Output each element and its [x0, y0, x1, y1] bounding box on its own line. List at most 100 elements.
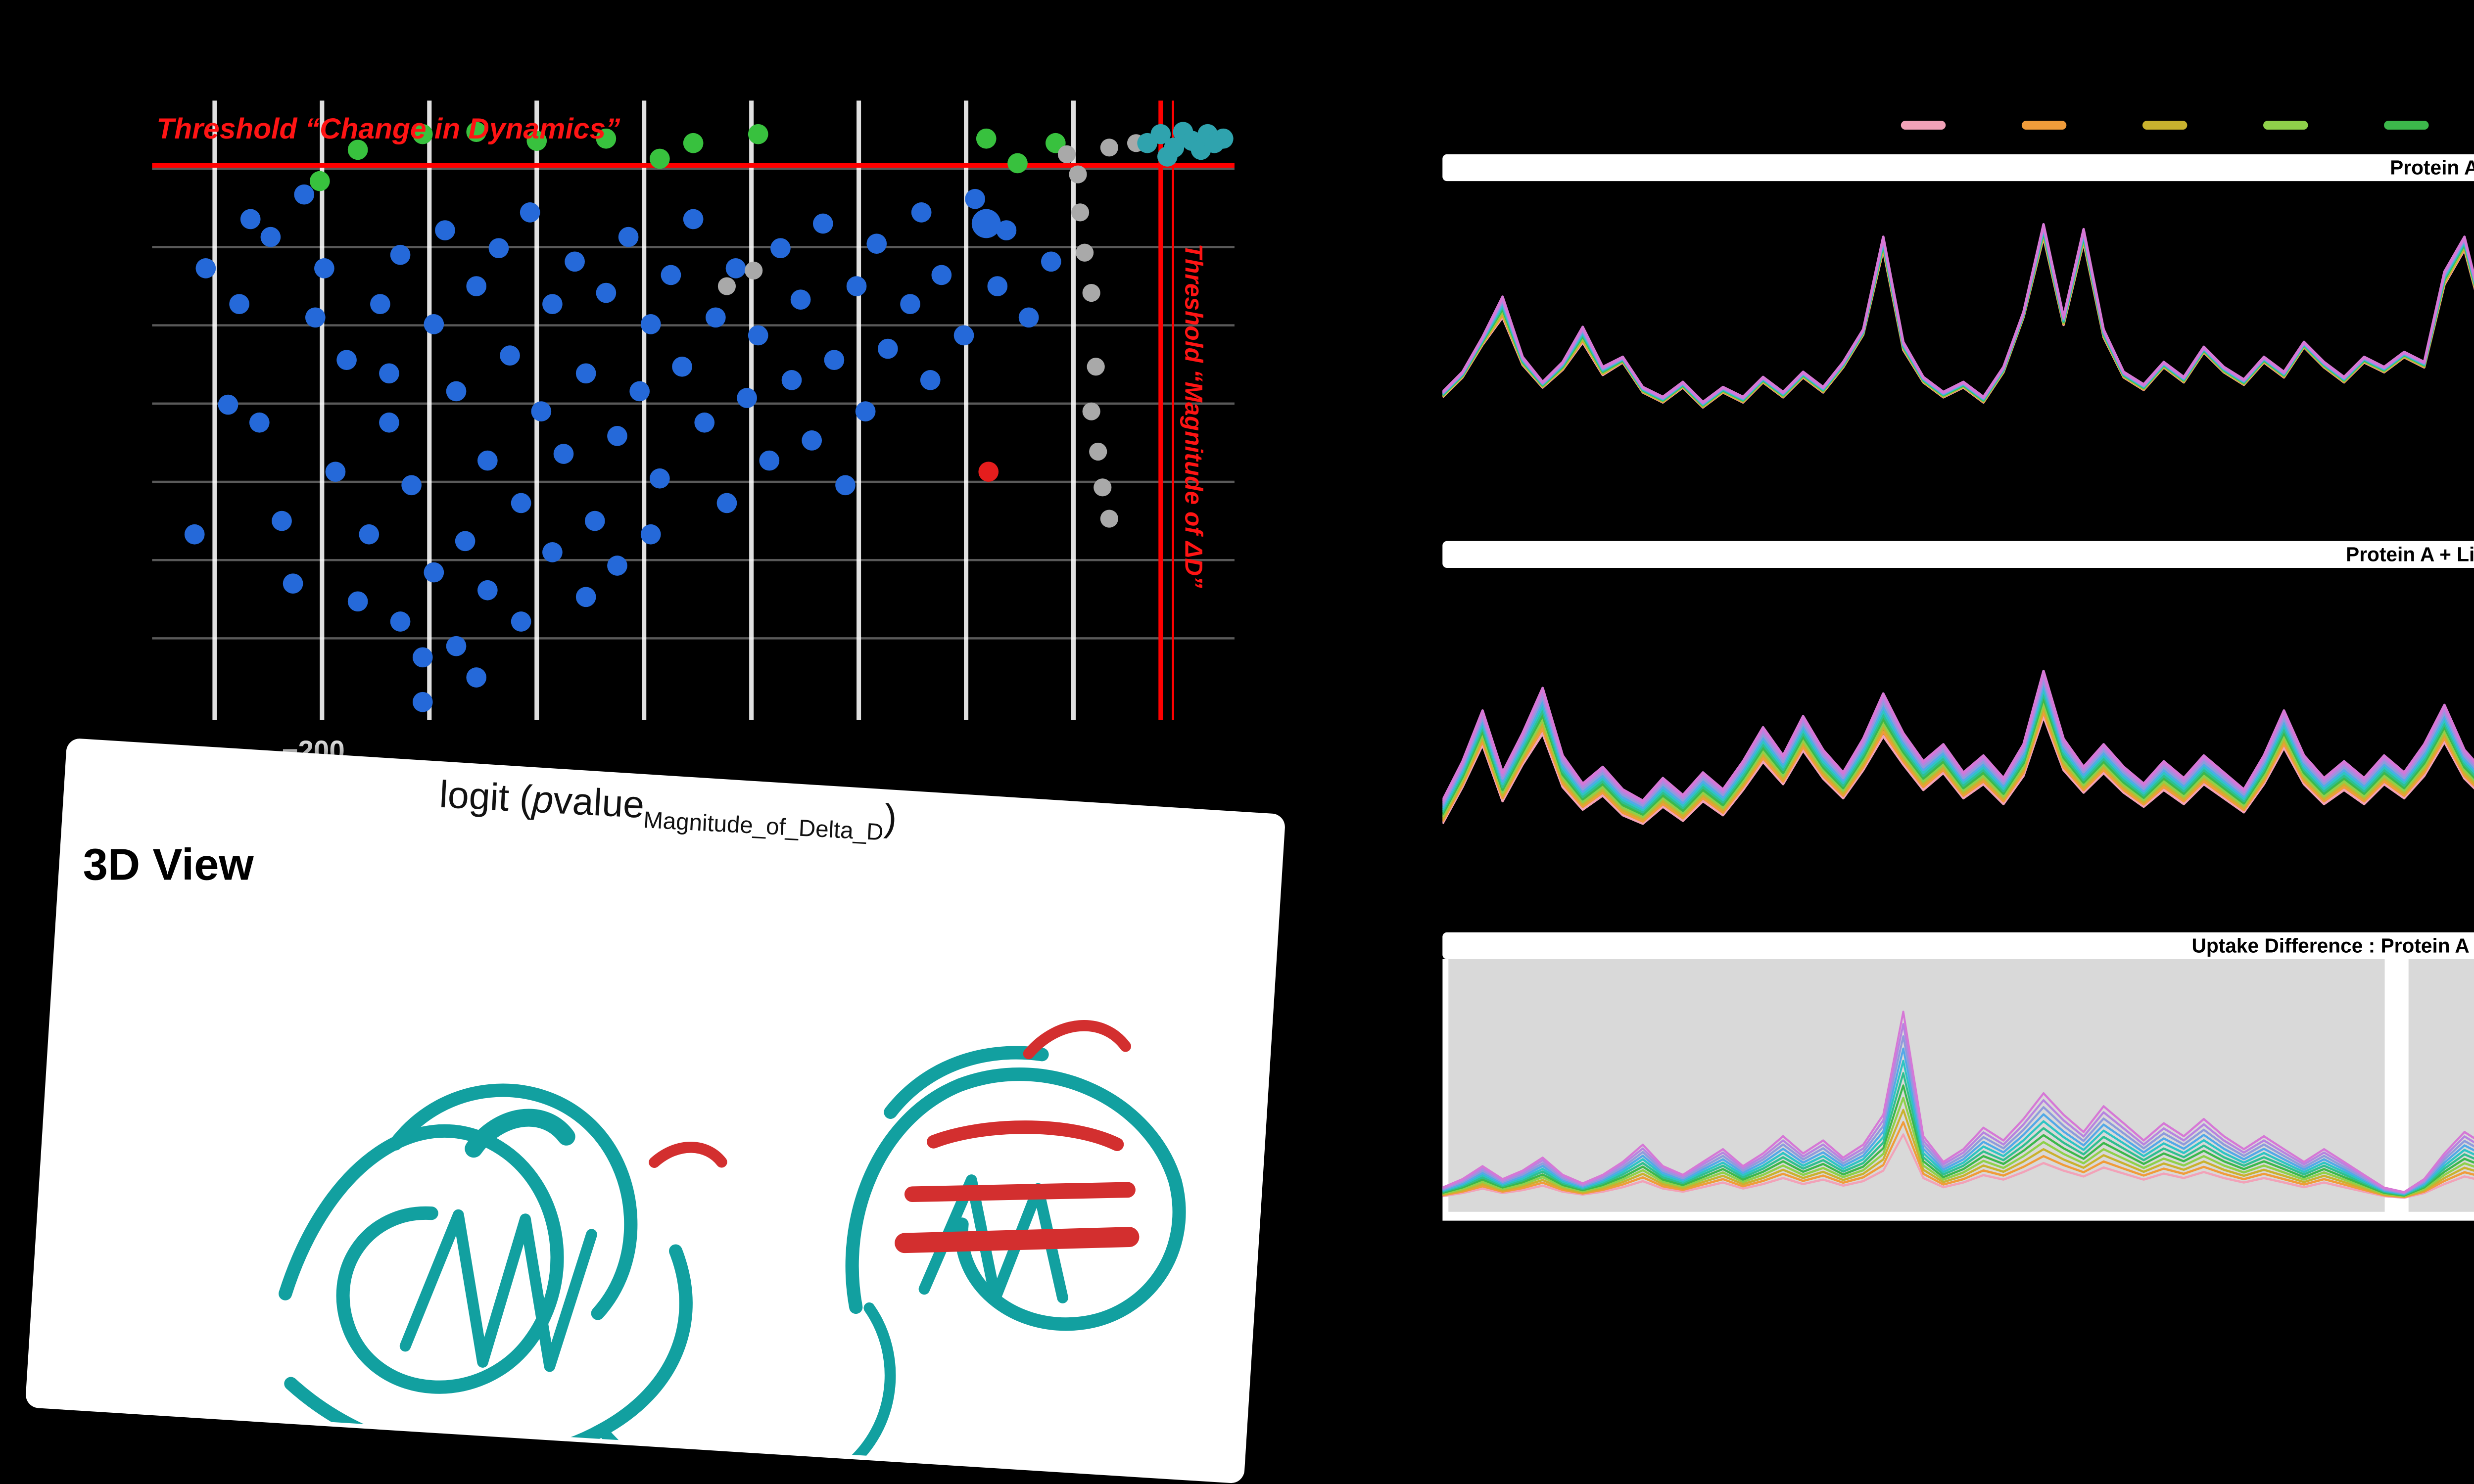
- scatter-point-not-significant[interactable]: [488, 239, 509, 260]
- legend-swatch-5[interactable]: [2384, 121, 2429, 130]
- scatter-point-not-significant[interactable]: [715, 493, 736, 513]
- scatter-point-not-significant[interactable]: [272, 511, 292, 532]
- scatter-point-not-significant[interactable]: [932, 264, 952, 284]
- scatter-point-change-in-dynamics[interactable]: [975, 128, 996, 148]
- scatter-point-change-in-dynamics[interactable]: [526, 131, 547, 151]
- scatter-point-not-significant[interactable]: [293, 183, 314, 204]
- uptake-difference-chart[interactable]: [1442, 959, 2474, 1221]
- protein-ribbon[interactable]: [65, 856, 1238, 1477]
- scatter-point-not-significant[interactable]: [229, 295, 249, 315]
- scatter-point-not-significant[interactable]: [380, 413, 400, 433]
- scatter-point-not-significant[interactable]: [640, 313, 660, 334]
- scatter-point-not-significant[interactable]: [239, 208, 260, 229]
- scatter-point-not-significant[interactable]: [412, 691, 433, 712]
- legend-swatch-1[interactable]: [1901, 121, 1946, 130]
- legend-swatch-4[interactable]: [2263, 121, 2308, 130]
- scatter-point-magnitude-only[interactable]: [716, 277, 735, 296]
- scatter-point-not-significant[interactable]: [423, 313, 444, 334]
- scatter-point-not-significant[interactable]: [542, 542, 563, 563]
- scatter-point-not-significant[interactable]: [391, 610, 411, 631]
- scatter-point-not-significant[interactable]: [607, 555, 628, 575]
- scatter-point-significant-cluster[interactable]: [1157, 146, 1178, 167]
- scatter-point-not-significant[interactable]: [542, 295, 563, 315]
- scatter-point-not-significant[interactable]: [1040, 251, 1061, 272]
- scatter-point-not-significant[interactable]: [585, 511, 606, 532]
- scatter-point-not-significant[interactable]: [748, 325, 768, 346]
- scatter-point-not-significant[interactable]: [791, 288, 812, 309]
- scatter-point-not-significant[interactable]: [835, 474, 855, 495]
- scatter-point-not-significant[interactable]: [618, 227, 639, 247]
- scatter-point-not-significant[interactable]: [391, 245, 411, 266]
- scatter-point-not-significant[interactable]: [304, 307, 325, 327]
- scatter-point-not-significant[interactable]: [347, 592, 368, 612]
- scatter-point-highlighted[interactable]: [978, 462, 999, 482]
- scatter-point-significant-cluster[interactable]: [1213, 128, 1234, 148]
- scatter-point-not-significant[interactable]: [499, 344, 520, 365]
- scatter-point-not-significant[interactable]: [780, 369, 801, 390]
- scatter-point-magnitude-only[interactable]: [1101, 138, 1119, 156]
- scatter-point-change-in-dynamics[interactable]: [347, 140, 368, 160]
- scatter-point-magnitude-only[interactable]: [1083, 283, 1101, 302]
- uptake-chart-protein-a-ligand[interactable]: [1442, 572, 2474, 912]
- scatter-point-not-significant[interactable]: [477, 450, 498, 470]
- scatter-point-not-significant-large[interactable]: [971, 210, 1000, 239]
- scatter-point-not-significant[interactable]: [326, 462, 346, 482]
- scatter-point-not-significant[interactable]: [261, 227, 282, 247]
- scatter-point-not-significant[interactable]: [380, 363, 400, 383]
- scatter-point-magnitude-only[interactable]: [1094, 478, 1113, 497]
- scatter-point-not-significant[interactable]: [445, 635, 466, 656]
- structure-3d-panel[interactable]: 3D View: [25, 738, 1286, 1484]
- scatter-point-not-significant[interactable]: [467, 666, 487, 687]
- scatter-point-change-in-dynamics[interactable]: [748, 124, 768, 145]
- scatter-point-not-significant[interactable]: [456, 530, 476, 551]
- scatter-point-not-significant[interactable]: [986, 276, 1006, 297]
- legend-swatch-2[interactable]: [2021, 121, 2067, 130]
- scatter-point-magnitude-only[interactable]: [1083, 401, 1101, 419]
- scatter-point-not-significant[interactable]: [369, 295, 390, 315]
- scatter-point-not-significant[interactable]: [477, 580, 498, 600]
- scatter-point-change-in-dynamics[interactable]: [467, 121, 487, 142]
- scatter-point-not-significant[interactable]: [250, 413, 271, 433]
- scatter-point-not-significant[interactable]: [596, 282, 617, 303]
- scatter-point-not-significant[interactable]: [867, 232, 888, 253]
- scatter-point-not-significant[interactable]: [402, 474, 422, 495]
- scatter-point-not-significant[interactable]: [921, 369, 942, 390]
- scatter-point-not-significant[interactable]: [1018, 307, 1039, 327]
- scatter-point-magnitude-only[interactable]: [1057, 144, 1076, 162]
- scatter-point-not-significant[interactable]: [358, 524, 379, 545]
- scatter-point-not-significant[interactable]: [845, 276, 866, 297]
- scatter-point-not-significant[interactable]: [878, 338, 899, 359]
- scatter-point-not-significant[interactable]: [694, 413, 714, 433]
- scatter-point-change-in-dynamics[interactable]: [596, 128, 617, 148]
- scatter-point-not-significant[interactable]: [283, 573, 303, 594]
- scatter-point-not-significant[interactable]: [531, 400, 552, 420]
- scatter-point-not-significant[interactable]: [683, 208, 704, 229]
- scatter-point-not-significant[interactable]: [705, 307, 725, 327]
- scatter-point-not-significant[interactable]: [423, 561, 444, 582]
- scatter-point-not-significant[interactable]: [856, 400, 877, 420]
- scatter-point-not-significant[interactable]: [553, 443, 573, 464]
- legend-swatch-3[interactable]: [2142, 121, 2188, 130]
- scatter-point-magnitude-only[interactable]: [744, 262, 762, 280]
- scatter-point-not-significant[interactable]: [185, 524, 206, 545]
- scatter-point-not-significant[interactable]: [640, 524, 660, 545]
- scatter-point-not-significant[interactable]: [564, 251, 584, 272]
- scatter-point-change-in-dynamics[interactable]: [412, 124, 433, 145]
- scatter-point-not-significant[interactable]: [575, 363, 595, 383]
- scatter-point-not-significant[interactable]: [315, 258, 335, 278]
- scatter-point-not-significant[interactable]: [824, 350, 844, 371]
- scatter-point-not-significant[interactable]: [336, 350, 357, 371]
- scatter-point-not-significant[interactable]: [412, 648, 433, 668]
- scatter-point-not-significant[interactable]: [629, 381, 650, 402]
- scatter-point-change-in-dynamics[interactable]: [683, 134, 704, 154]
- scatter-point-magnitude-only[interactable]: [1087, 358, 1105, 376]
- scatter-point-not-significant[interactable]: [662, 264, 682, 284]
- scatter-point-not-significant[interactable]: [769, 239, 790, 260]
- scatter-point-not-significant[interactable]: [910, 202, 931, 223]
- scatter-point-not-significant[interactable]: [953, 325, 974, 346]
- scatter-point-not-significant[interactable]: [672, 357, 693, 377]
- scatter-point-not-significant[interactable]: [521, 202, 541, 223]
- scatter-point-change-in-dynamics[interactable]: [310, 171, 330, 191]
- scatter-point-not-significant[interactable]: [607, 425, 628, 445]
- scatter-point-not-significant[interactable]: [196, 258, 217, 278]
